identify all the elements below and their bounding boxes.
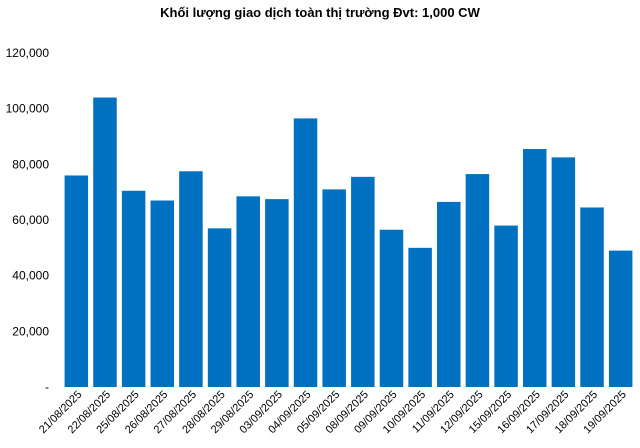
y-tick-label: 100,000 [6, 102, 50, 116]
bar [293, 118, 318, 387]
bar [150, 200, 175, 387]
bar [522, 149, 547, 387]
bar [437, 201, 461, 387]
bar [551, 157, 576, 388]
bar [465, 174, 490, 387]
bar [494, 225, 518, 387]
bar [322, 189, 346, 387]
bar [351, 176, 375, 387]
bar [179, 171, 203, 387]
bars-group [64, 97, 633, 388]
bar [121, 190, 146, 387]
bar [379, 229, 404, 387]
y-tick-label: 40,000 [12, 269, 49, 283]
bar [580, 207, 604, 387]
y-tick-label: 60,000 [12, 213, 49, 227]
y-tick-label: 20,000 [12, 324, 49, 338]
bar [207, 228, 232, 387]
x-axis: 21/08/202522/08/202525/08/202526/08/2025… [37, 389, 629, 436]
bar [265, 199, 289, 388]
chart-title: Khối lượng giao dịch toàn thị trường Đvt… [160, 5, 480, 20]
bar [408, 247, 432, 387]
bar [608, 250, 633, 387]
bar [64, 175, 89, 387]
y-tick-label: - [45, 380, 49, 394]
bar [236, 196, 260, 387]
bar [93, 97, 117, 387]
y-tick-label: 120,000 [6, 46, 50, 60]
y-axis: - 20,000 40,000 60,000 80,000 100,000 120,000 [6, 46, 50, 394]
y-tick-label: 80,000 [12, 157, 49, 171]
